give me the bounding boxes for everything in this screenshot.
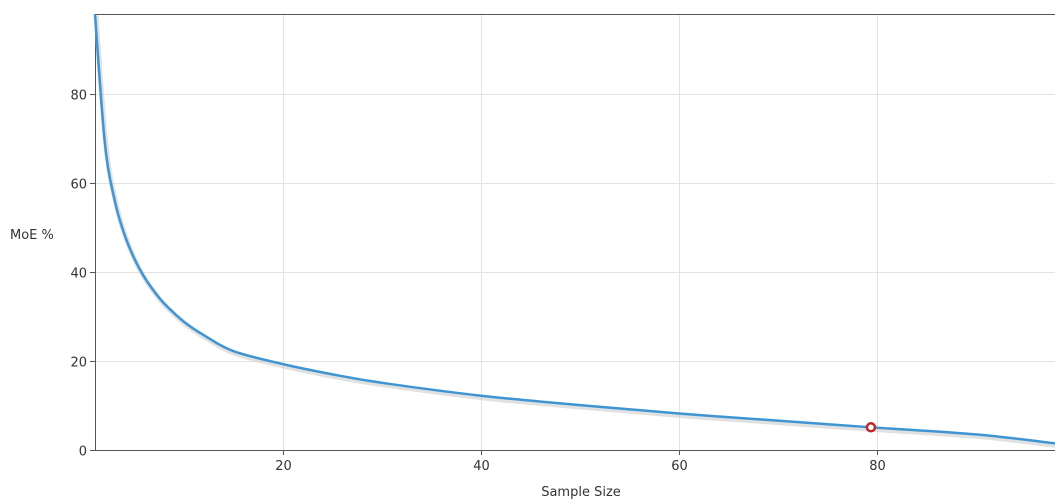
y-tick-label-60: 60 — [70, 178, 87, 193]
marker-layer — [865, 422, 877, 433]
x-tick-label-20: 20 — [275, 459, 292, 474]
axes — [90, 13, 1055, 455]
x-tick-label-60: 60 — [671, 459, 688, 474]
series-layer — [93, 13, 1055, 448]
x-tick-label-40: 40 — [473, 459, 490, 474]
y-tick-label-80: 80 — [70, 89, 87, 104]
tick-labels: 20 40 60 80 0 20 40 60 80 — [70, 89, 885, 475]
y-axis-title: MoE % — [10, 228, 54, 243]
y-tick-label-20: 20 — [70, 356, 87, 371]
highlight-point[interactable] — [865, 422, 877, 433]
y-tick-label-40: 40 — [70, 267, 87, 282]
x-tick-label-80: 80 — [869, 459, 886, 474]
y-tick-label-0: 0 — [79, 445, 87, 460]
grid — [95, 14, 1055, 450]
x-axis-title: Sample Size — [541, 485, 621, 499]
series-line-shadow-0 — [93, 15, 1055, 448]
series-line-0 — [93, 13, 1055, 445]
